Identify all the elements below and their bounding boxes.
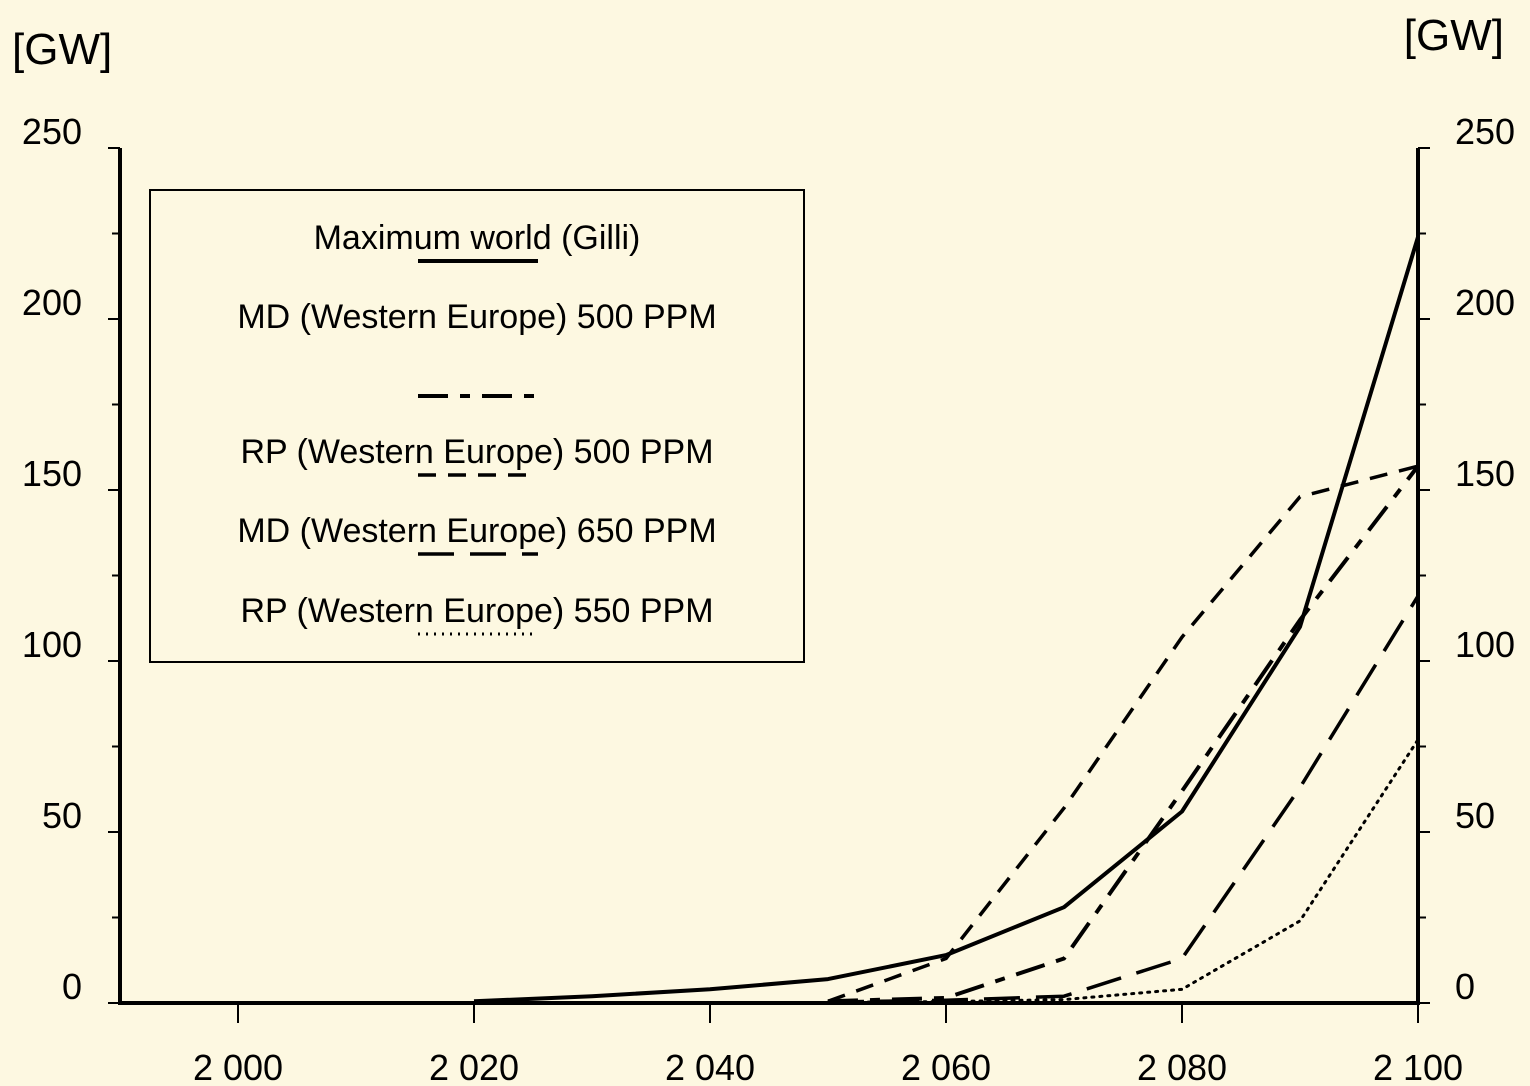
legend-label-2: MD (Western Europe) 500 PPM bbox=[237, 298, 716, 336]
y-tick-label-right: 50 bbox=[1455, 795, 1495, 836]
y-axis-unit-left: [GW] bbox=[12, 25, 112, 74]
y-tick-label-right: 200 bbox=[1455, 282, 1515, 323]
legend-label-4: MD (Western Europe) 650 PPM bbox=[237, 512, 716, 550]
axes: 0 0 50 50 100 100 150 150 200 200 250 250 2 000 2 020… bbox=[22, 111, 1515, 1086]
series-line-3 bbox=[827, 464, 1419, 1003]
x-tick-label: 2 040 bbox=[665, 1047, 755, 1086]
y-axis-unit-right: [GW] bbox=[1404, 11, 1504, 60]
series-layer bbox=[473, 236, 1420, 1004]
y-tick-label-left: 200 bbox=[22, 282, 82, 323]
x-tick-label: 2 080 bbox=[1137, 1047, 1227, 1086]
y-tick-label-right: 250 bbox=[1455, 111, 1515, 152]
x-tick-label: 2 100 bbox=[1373, 1047, 1463, 1086]
series-line-4 bbox=[827, 595, 1420, 1004]
legend-box bbox=[149, 189, 805, 663]
legend: Maximum world (Gilli) MD (Western Europe)… bbox=[149, 189, 805, 663]
series-line-5 bbox=[826, 738, 1420, 1004]
x-tick-label: 2 000 bbox=[193, 1047, 283, 1086]
y-tick-label-left: 0 bbox=[62, 966, 82, 1007]
y-tick-label-right: 100 bbox=[1455, 624, 1515, 665]
x-tick-label: 2 060 bbox=[901, 1047, 991, 1086]
y-tick-label-right: 150 bbox=[1455, 453, 1515, 494]
y-tick-label-left: 150 bbox=[22, 453, 82, 494]
y-tick-label-right: 0 bbox=[1455, 966, 1475, 1007]
legend-label-3: RP (Western Europe) 500 PPM bbox=[240, 433, 713, 471]
series-line-2 bbox=[827, 464, 1420, 1004]
legend-label-5: RP (Western Europe) 550 PPM bbox=[240, 592, 713, 630]
y-tick-label-left: 50 bbox=[42, 795, 82, 836]
y-tick-label-left: 250 bbox=[22, 111, 82, 152]
y-tick-label-left: 100 bbox=[22, 624, 82, 665]
series-line-1 bbox=[473, 236, 1420, 1004]
legend-label-1: Maximum world (Gilli) bbox=[314, 219, 641, 257]
legend-items: Maximum world (Gilli) MD (Western Europe)… bbox=[237, 219, 717, 636]
x-tick-label: 2 020 bbox=[429, 1047, 519, 1086]
